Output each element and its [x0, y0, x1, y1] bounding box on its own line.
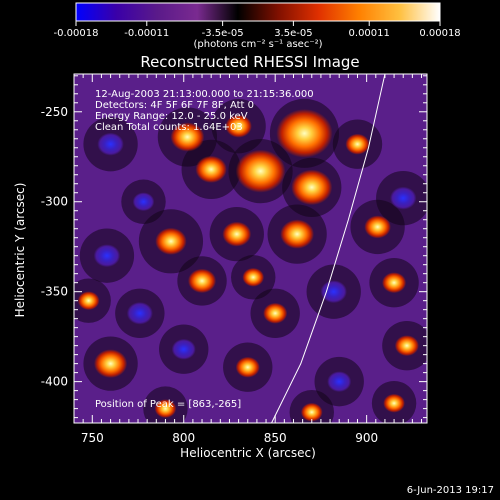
negative-blob [93, 244, 121, 268]
emission-blob [77, 291, 100, 311]
emission-blob [170, 122, 205, 152]
emission-blob [225, 114, 252, 138]
colorbar-gradient [75, 2, 441, 22]
x-tick-label: 750 [81, 431, 104, 445]
emission-blob [155, 227, 187, 255]
annotation-energy-range: Energy Range: 12.0 - 25.0 keV [95, 111, 248, 122]
colorbar: -0.00018 -0.00011 -3.5e-05 3.5e-05 0.00011 0.… [54, 2, 461, 50]
y-tick-label: -350 [41, 285, 68, 299]
x-tick-label: 900 [355, 431, 378, 445]
axis-ticks: 750 800 850 900 -250 -300 -350 -400 [41, 74, 427, 445]
colorbar-tick-label: -0.00011 [124, 28, 169, 39]
y-axis-label: Heliocentric Y (arcsec) [13, 183, 27, 318]
y-tick-label: -250 [41, 105, 68, 119]
emission-blob [222, 221, 252, 247]
annotations: 12-Aug-2003 21:13:00.000 to 21:15:36.000… [95, 89, 314, 410]
emission-blob [263, 302, 288, 324]
colorbar-units: (photons cm⁻² s⁻¹ asec⁻²) [193, 39, 322, 50]
colorbar-tick-label: 0.00018 [419, 28, 460, 39]
emission-blob [394, 335, 419, 357]
negative-blob [126, 301, 153, 325]
negative-blob [389, 186, 417, 210]
emission-blob [187, 268, 217, 294]
negative-blob [132, 192, 155, 212]
emission-blob [235, 149, 286, 193]
colorbar-tick-label: -0.00018 [54, 28, 99, 39]
negative-blob [97, 132, 124, 156]
y-tick-label: -400 [41, 375, 68, 389]
plot-frame [73, 73, 428, 424]
annotation-time-range: 12-Aug-2003 21:13:00.000 to 21:15:36.000 [95, 89, 314, 100]
colorbar-tick-label: -3.5e-05 [202, 28, 244, 39]
emission-blob [154, 399, 177, 418]
negative-blob [171, 338, 196, 360]
emission-blob [280, 219, 315, 249]
solar-limb-curve [271, 73, 386, 424]
annotation-clean-counts: Clean Total counts: 1.64E+03 [95, 122, 243, 133]
emission-blob [345, 133, 370, 155]
plot-area: 750 800 850 900 -250 -300 -350 -400 [41, 73, 428, 445]
emission-blob [276, 109, 333, 158]
emission-blob [300, 402, 323, 422]
colorbar-tick-label: 3.5e-05 [274, 28, 312, 39]
x-axis-label: Heliocentric X (arcsec) [180, 446, 316, 460]
colorbar-tick-label: 0.00011 [349, 28, 390, 39]
y-tick-label: -300 [41, 195, 68, 209]
generation-date: 6-Jun-2013 19:17 [406, 485, 494, 496]
emission-blob [195, 155, 227, 183]
emission-blob [364, 215, 391, 239]
negative-blob [327, 371, 352, 393]
emission-blob [235, 356, 260, 378]
emission-blob [383, 393, 405, 413]
x-tick-label: 850 [264, 431, 287, 445]
emission-blob [93, 349, 128, 378]
emission-blob [242, 267, 265, 287]
annotation-peak-position: Position of Peak = [863,-265] [95, 399, 241, 410]
emission-blob [382, 272, 407, 294]
negative-blob [320, 280, 347, 304]
colorbar-ticks: -0.00018 -0.00011 -3.5e-05 3.5e-05 0.00011 0.… [54, 21, 461, 39]
map-image [74, 98, 427, 423]
chart-title: Reconstructed RHESSI Image [140, 53, 359, 71]
x-tick-label: 800 [172, 431, 195, 445]
emission-blob [291, 169, 333, 206]
annotation-detectors: Detectors: 4F 5F 6F 7F 8F, Att 0 [95, 100, 254, 111]
